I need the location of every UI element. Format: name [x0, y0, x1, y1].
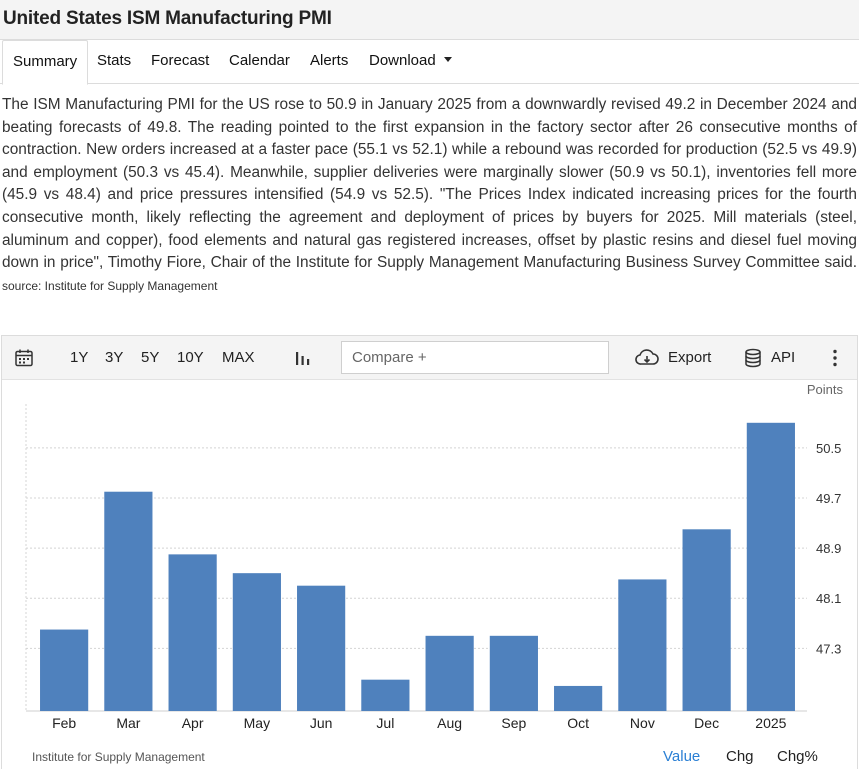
chart-toolbar: 1Y 3Y 5Y 10Y MAX Export [2, 336, 857, 380]
x-tick-label: Nov [630, 715, 655, 731]
range-1y-button[interactable]: 1Y [70, 349, 89, 366]
bar [682, 529, 731, 711]
tab-download[interactable]: Download [369, 40, 452, 84]
range-10y-button[interactable]: 10Y [177, 349, 204, 366]
export-label: Export [668, 349, 712, 366]
tab-alerts[interactable]: Alerts [310, 52, 349, 69]
tab-summary[interactable]: Summary [2, 40, 89, 85]
bar [618, 579, 667, 711]
more-vertical-icon[interactable] [830, 336, 840, 380]
bar [168, 554, 217, 711]
summary-body: The ISM Manufacturing PMI for the US ros… [2, 96, 857, 272]
x-tick-label: Mar [116, 715, 140, 731]
x-tick-label: 2025 [755, 715, 786, 731]
bar [554, 685, 603, 711]
chg-tab[interactable]: Chg [726, 748, 754, 765]
range-5y-button[interactable]: 5Y [141, 349, 160, 366]
bar [232, 573, 281, 711]
caret-down-icon [443, 56, 452, 62]
y-tick-label: 48.9 [816, 541, 841, 556]
bar [425, 635, 474, 711]
chart-source: Institute for Supply Management [32, 750, 205, 764]
api-label: API [771, 349, 796, 366]
chart-panel: 1Y 3Y 5Y 10Y MAX Export [1, 335, 858, 769]
y-axis-unit-label: Points [807, 382, 844, 397]
tab-download-label: Download [369, 52, 436, 69]
y-tick-label: 47.3 [816, 641, 841, 656]
bar [361, 679, 410, 711]
bar [746, 422, 795, 711]
summary-source: source: Institute for Supply Management [2, 278, 218, 293]
calendar-icon[interactable] [14, 336, 36, 380]
x-tick-label: Jun [310, 715, 333, 731]
summary-text: The ISM Manufacturing PMI for the US ros… [2, 94, 857, 297]
y-tick-label: 48.1 [816, 591, 841, 606]
x-tick-label: Feb [52, 715, 76, 731]
x-tick-label: Aug [437, 715, 462, 731]
bar [297, 585, 346, 711]
compare-input[interactable] [341, 341, 609, 374]
database-icon [745, 348, 761, 368]
page-title: United States ISM Manufacturing PMI [3, 8, 332, 29]
tab-calendar[interactable]: Calendar [229, 52, 290, 69]
x-tick-label: Jul [376, 715, 394, 731]
x-tick-label: Apr [182, 715, 204, 731]
x-tick-label: Oct [567, 715, 589, 731]
value-tab[interactable]: Value [663, 748, 701, 765]
range-max-button[interactable]: MAX [222, 349, 255, 366]
bar [104, 491, 153, 711]
bar [40, 629, 89, 711]
x-tick-label: Dec [694, 715, 719, 731]
page-header: United States ISM Manufacturing PMI [0, 0, 859, 40]
cloud-download-icon [635, 349, 659, 365]
bar [489, 635, 538, 711]
bar-chart-icon[interactable] [294, 336, 312, 380]
range-3y-button[interactable]: 3Y [105, 349, 124, 366]
y-tick-label: 49.7 [816, 491, 841, 506]
x-tick-label: Sep [501, 715, 526, 731]
chg-percent-tab[interactable]: Chg% [777, 748, 818, 765]
y-tick-label: 50.5 [816, 441, 841, 456]
tab-bar: Summary Stats Forecast Calendar Alerts D… [0, 40, 859, 85]
pmi-bar-chart: Points 47.3 48.1 48.9 49.7 50.5 Feb Mar Apr May Ju… [25, 382, 844, 731]
tab-forecast[interactable]: Forecast [151, 52, 210, 69]
tab-stats[interactable]: Stats [97, 52, 132, 69]
x-tick-label: May [244, 715, 270, 731]
